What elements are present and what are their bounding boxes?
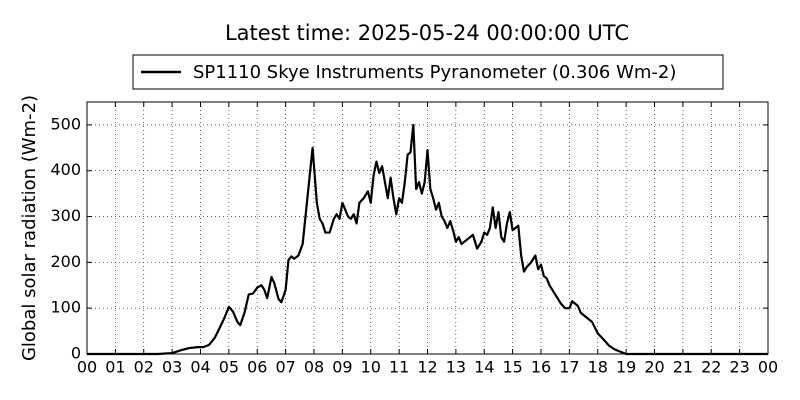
x-tick-label: 18 (588, 358, 608, 377)
y-tick-label: 0 (71, 344, 81, 363)
x-tick-label: 03 (162, 358, 182, 377)
x-tick-label: 00 (77, 358, 97, 377)
x-tick-label: 00 (758, 358, 778, 377)
x-tick-label: 20 (644, 358, 664, 377)
legend-label: SP1110 Skye Instruments Pyranometer (0.3… (193, 62, 676, 83)
plot-frame (86, 101, 769, 355)
x-tick-label: 09 (332, 358, 352, 377)
y-axis-label: Global solar radiation (Wm-2) (19, 95, 40, 361)
x-tick-label: 08 (304, 358, 324, 377)
x-tick-label: 05 (219, 358, 239, 377)
legend-box (132, 54, 724, 90)
x-tick-label: 15 (502, 358, 522, 377)
y-tick-label: 400 (50, 160, 81, 179)
x-tick-label: 13 (446, 358, 466, 377)
chart-title: Latest time: 2025-05-24 00:00:00 UTC (225, 21, 629, 45)
x-tick-label: 23 (729, 358, 749, 377)
data-line (87, 123, 768, 356)
x-tick-label: 12 (417, 358, 437, 377)
x-tick-label: 17 (559, 358, 579, 377)
legend: SP1110 Skye Instruments Pyranometer (0.3… (132, 54, 724, 90)
x-tick-label: 04 (190, 358, 210, 377)
x-tick-label: 14 (474, 358, 494, 377)
y-tick-label: 300 (50, 206, 81, 225)
y-tick-label: 100 (50, 298, 81, 317)
x-tick-label: 22 (701, 358, 721, 377)
x-tick-label: 19 (616, 358, 636, 377)
x-tick-label: 10 (361, 358, 381, 377)
x-tick-label: 02 (134, 358, 154, 377)
x-tick-label: 01 (105, 358, 125, 377)
x-tick-label: 06 (247, 358, 267, 377)
x-tick-label: 21 (673, 358, 693, 377)
x-tick-label: 16 (531, 358, 551, 377)
y-tick-label: 500 (50, 114, 81, 133)
y-tick-label: 200 (50, 252, 81, 271)
x-tick-label: 07 (275, 358, 295, 377)
x-tick-label: 11 (389, 358, 409, 377)
